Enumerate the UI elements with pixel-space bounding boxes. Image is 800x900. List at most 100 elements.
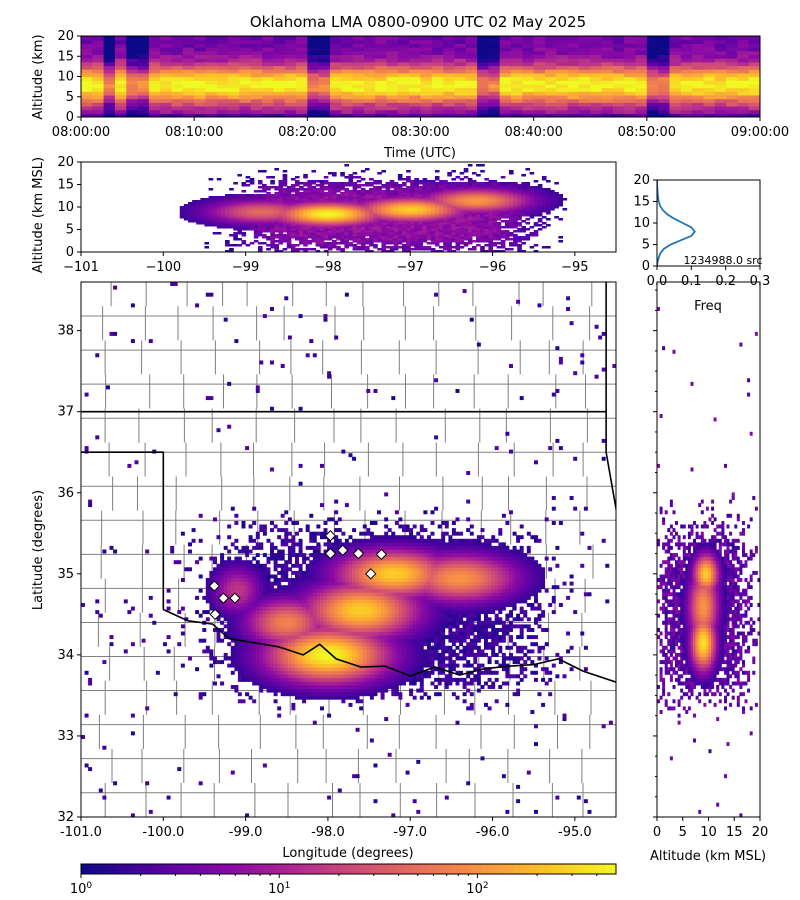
time-height-cell xyxy=(635,91,648,96)
lon-alt-cell xyxy=(377,200,382,203)
time-height-cell xyxy=(352,76,365,81)
lon-alt-cell xyxy=(225,250,230,252)
time-height-cell xyxy=(748,98,760,103)
plan-view-cell xyxy=(273,560,278,565)
plan-view-cell xyxy=(188,549,192,554)
time-height-cell xyxy=(273,105,286,111)
lon-alt-cell xyxy=(546,196,551,199)
time-height-cell xyxy=(329,47,342,52)
lon-alt-cell xyxy=(364,220,370,223)
lon-alt-cell xyxy=(476,238,481,241)
time-height-cell xyxy=(126,109,139,114)
plan-view-cell xyxy=(248,638,253,643)
lon-alt-cell xyxy=(476,244,481,247)
lon-alt-cell xyxy=(356,232,362,235)
lon-alt-cell xyxy=(336,230,341,233)
lon-alt-cell xyxy=(513,244,518,247)
plan-view-cell xyxy=(259,613,264,618)
plan-view-cell xyxy=(280,688,285,693)
time-height-cell xyxy=(182,72,195,78)
time-height-cell xyxy=(578,76,591,81)
time-height-cell xyxy=(386,94,399,100)
time-height-cell xyxy=(409,36,422,41)
lon-alt-cell xyxy=(418,214,424,217)
time-height-cell xyxy=(81,87,93,92)
plan-view-cell xyxy=(216,638,221,643)
lon-alt-cell xyxy=(525,190,531,193)
lon-alt-cell xyxy=(529,246,535,249)
time-height-ytick-label: 20 xyxy=(57,29,74,44)
lon-alt-cell xyxy=(266,226,271,229)
lon-alt-cell xyxy=(344,226,349,229)
time-height-cell xyxy=(431,80,444,85)
time-height-cell xyxy=(522,105,535,111)
plan-view-cell xyxy=(234,545,239,550)
lon-alt-cell xyxy=(315,222,321,225)
lon-alt-cell xyxy=(348,208,354,211)
lon-alt-cell xyxy=(307,184,312,187)
lon-alt-cell xyxy=(303,214,308,217)
lon-alt-cell xyxy=(406,250,411,252)
lon-alt-cell xyxy=(270,218,275,221)
time-height-cell xyxy=(431,105,444,111)
lon-alt-cell xyxy=(204,246,210,249)
lon-alt-cell xyxy=(410,196,415,199)
time-height-cell xyxy=(239,105,252,111)
lon-alt-cell xyxy=(381,198,387,201)
plan-view-cell xyxy=(237,699,242,704)
time-height-cell xyxy=(284,87,297,92)
lon-alt-cell xyxy=(439,186,444,189)
lon-alt-cell xyxy=(496,190,502,193)
lon-alt-cell xyxy=(196,208,201,211)
lon-alt-cell xyxy=(237,210,242,213)
lon-alt-cell xyxy=(249,242,255,245)
lon-alt-cell xyxy=(336,212,341,215)
time-height-cell xyxy=(182,54,195,59)
lon-alt-cell xyxy=(241,228,247,231)
time-height-cell xyxy=(556,43,569,48)
plan-view-cell xyxy=(266,670,271,675)
lon-alt-cell xyxy=(451,234,456,237)
plan-view-cell xyxy=(262,620,267,625)
lon-alt-cell xyxy=(500,212,506,215)
lon-alt-cell xyxy=(225,196,230,199)
lon-alt-cell xyxy=(290,224,296,227)
time-height-cell xyxy=(465,43,478,48)
lon-alt-cell xyxy=(496,238,502,241)
plan-view-cell xyxy=(230,563,235,568)
lon-alt-cell xyxy=(233,200,238,203)
time-height-cell xyxy=(431,47,444,52)
lon-alt-cell xyxy=(307,216,312,219)
lon-alt-cell xyxy=(447,186,452,189)
time-height-cell xyxy=(137,69,150,74)
lon-alt-cell xyxy=(270,200,275,203)
time-height-cell xyxy=(284,98,297,103)
lon-alt-cell xyxy=(434,234,440,237)
lon-alt-cell xyxy=(480,182,485,185)
time-height-cell xyxy=(273,50,286,56)
lon-alt-cell xyxy=(410,210,415,213)
lon-alt-cell xyxy=(364,200,370,203)
time-height-cell xyxy=(160,61,173,67)
plan-view-cell xyxy=(277,663,282,668)
time-height-cell xyxy=(182,80,195,85)
lon-alt-cell xyxy=(471,172,477,175)
lon-alt-cell xyxy=(196,220,201,223)
lon-alt-cell xyxy=(295,244,300,247)
lon-alt-cell xyxy=(377,236,382,239)
lon-alt-cell xyxy=(249,180,255,183)
plan-view-cell xyxy=(237,578,242,582)
plan-view-cell xyxy=(198,588,203,593)
lon-alt-cell xyxy=(344,200,349,203)
lon-alt-cell xyxy=(529,232,535,235)
time-height-cell xyxy=(737,87,750,92)
lon-alt-cell xyxy=(208,222,214,225)
alt-histogram-ytick-label: 0 xyxy=(642,259,650,274)
time-height-cell xyxy=(420,65,433,70)
lon-alt-cell xyxy=(381,222,387,225)
time-height-cell xyxy=(81,109,93,114)
plan-view-cell xyxy=(123,649,128,654)
plan-view-cell xyxy=(252,585,257,590)
time-height-cell xyxy=(646,98,659,103)
plan-view-cell xyxy=(248,645,253,650)
